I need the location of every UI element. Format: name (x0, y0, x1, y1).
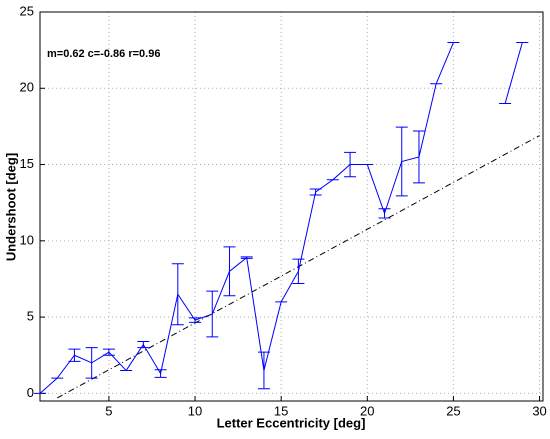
annotation: m=0.62 c=-0.86 r=0.96 (47, 48, 160, 60)
error-bar (137, 341, 150, 349)
error-bar (240, 256, 253, 259)
error-bar (395, 126, 408, 197)
error-bar (309, 188, 322, 196)
error-bar (85, 347, 98, 379)
y-tick-label: 5 (27, 309, 34, 324)
y-tick-label: 25 (20, 3, 34, 18)
error-bar (102, 348, 115, 356)
error-bar (68, 348, 81, 362)
error-bar (206, 290, 219, 338)
x-tick-label: 20 (360, 403, 374, 418)
error-bar (378, 208, 391, 219)
error-bar (292, 258, 305, 285)
y-tick-label: 20 (20, 80, 34, 95)
error-bar (223, 246, 236, 297)
x-tick-label: 30 (532, 403, 546, 418)
y-axis-label: Undershoot [deg] (3, 153, 18, 261)
error-bar (154, 369, 167, 378)
x-tick-label: 25 (446, 403, 460, 418)
plot-frame (39, 11, 544, 402)
error-bar (171, 263, 184, 326)
error-bar (412, 130, 425, 184)
x-axis-label: Letter Eccentricity [deg] (217, 415, 366, 430)
y-tick-label: 15 (20, 156, 34, 171)
x-tick-label: 15 (274, 403, 288, 418)
error-bar (344, 151, 357, 178)
error-bar (257, 351, 270, 390)
x-tick-label: 10 (188, 403, 202, 418)
x-tick-label: 5 (105, 403, 112, 418)
error-bar (189, 317, 202, 323)
y-tick-label: 10 (20, 232, 34, 247)
y-tick-label: 0 (27, 385, 34, 400)
